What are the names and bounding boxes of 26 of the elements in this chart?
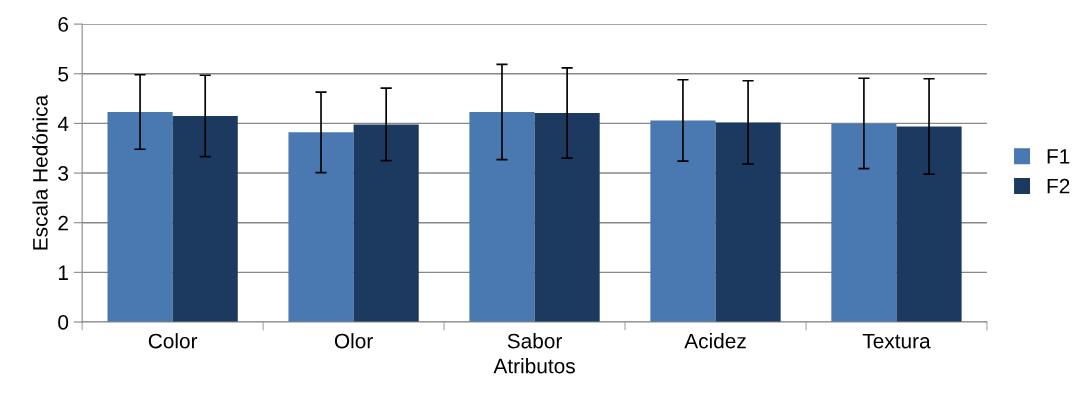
x-axis-title: Atributos (493, 358, 575, 374)
y-axis-title: Escala Hedónica (32, 94, 48, 250)
y-tick-label: 6 (58, 17, 69, 32)
y-tick-label: 3 (58, 166, 69, 181)
bar (831, 123, 897, 322)
x-tick-label: Olor (334, 333, 373, 349)
bar (288, 132, 354, 322)
bar (107, 112, 173, 322)
y-tick-label: 2 (58, 215, 68, 231)
bar (172, 115, 238, 322)
y-tick-label: 5 (58, 66, 69, 82)
bar (469, 112, 535, 322)
x-tick-label: Sabor (507, 333, 563, 349)
bar (534, 112, 600, 322)
legend-label: F1 (1047, 149, 1070, 164)
x-tick-label: Acidez (684, 333, 746, 349)
x-tick-label: Color (148, 333, 198, 349)
bar (650, 120, 716, 322)
y-tick-label: 0 (58, 315, 69, 330)
y-tick-label: 1 (58, 265, 68, 280)
bar (715, 122, 781, 322)
x-tick-label: Textura (862, 333, 931, 349)
legend-label: F2 (1047, 178, 1070, 194)
y-tick-label: 4 (57, 116, 69, 131)
bar (353, 124, 419, 322)
bar (896, 126, 962, 322)
